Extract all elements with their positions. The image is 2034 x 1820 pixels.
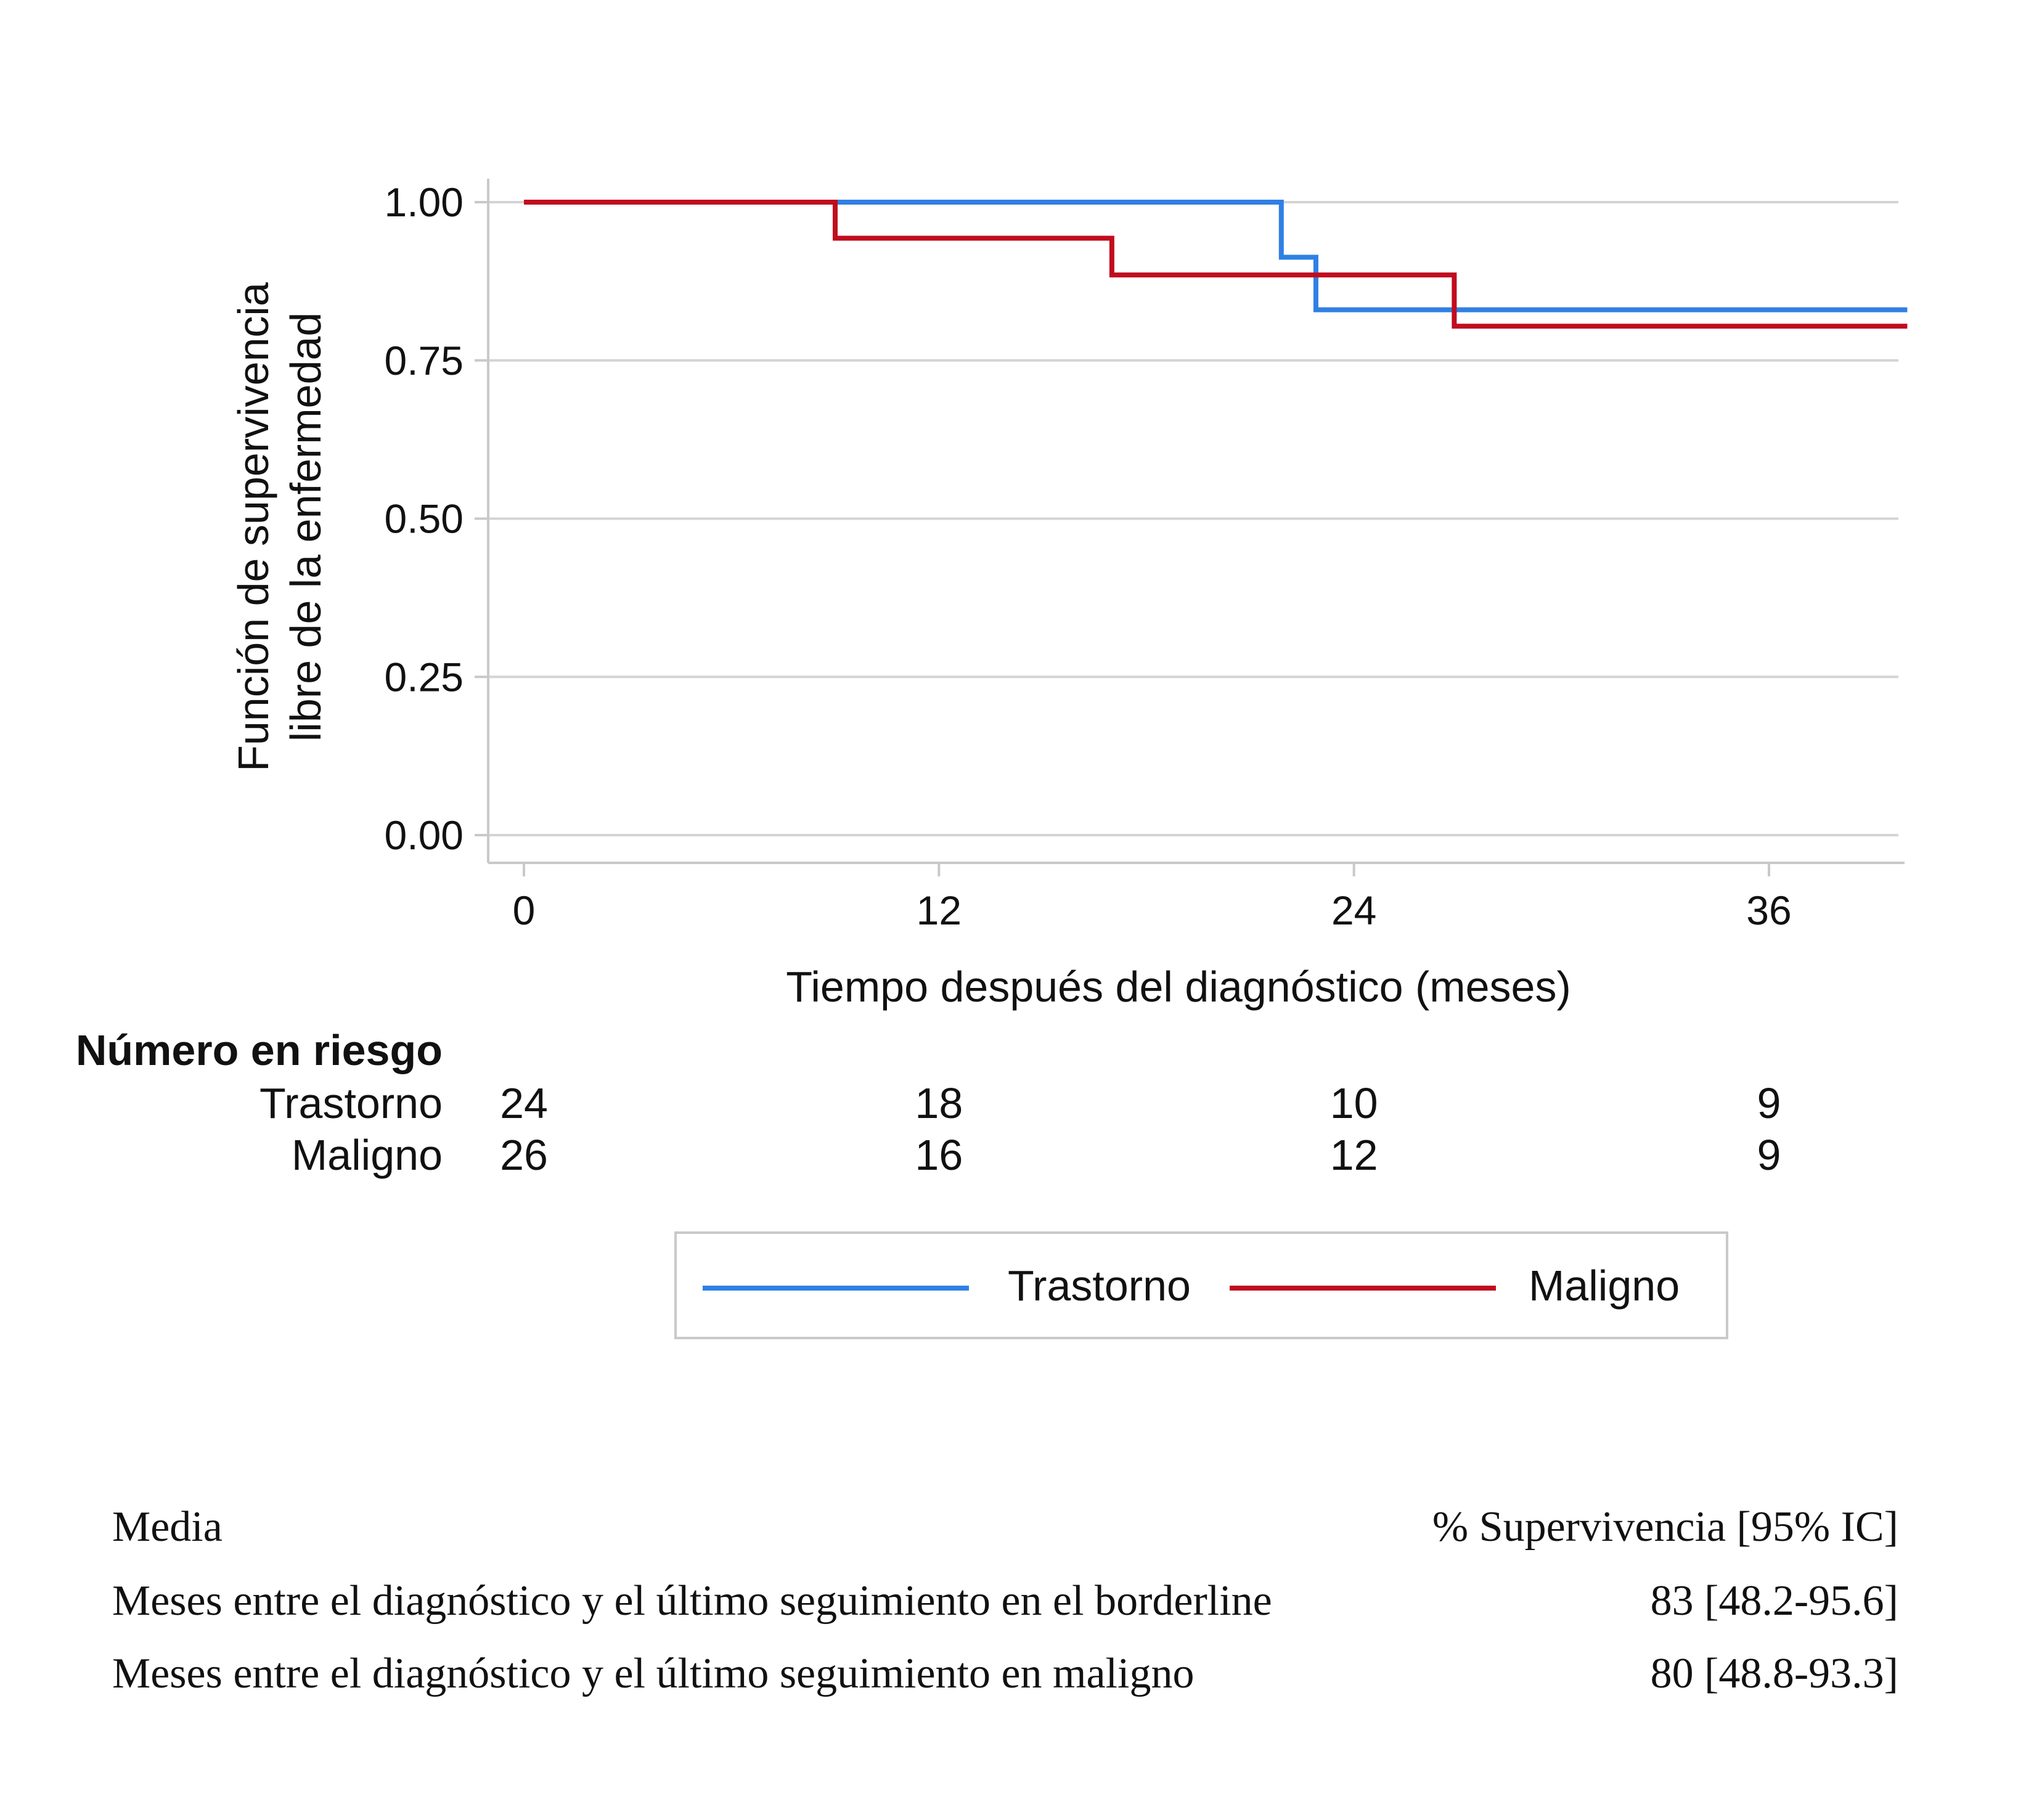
risk-table: Número en riesgo Trastorno Maligno 24 18 1… <box>76 1026 1781 1179</box>
summary-table: Media % Supervivencia [95% IC] Meses ent… <box>112 1503 1898 1697</box>
x-tick-label: 24 <box>1331 888 1376 933</box>
legend-label-maligno: Maligno <box>1529 1262 1680 1310</box>
summary-header-left: Media <box>112 1503 223 1551</box>
y-tick-label: 0.25 <box>385 654 464 700</box>
risk-row-label-trastorno: Trastorno <box>259 1079 443 1127</box>
y-tick-label: 1.00 <box>385 179 464 225</box>
summary-row-1-value: 83 [48.2-95.6] <box>1651 1577 1898 1625</box>
series-line-trastorno <box>524 200 1908 312</box>
risk-value: 9 <box>1757 1131 1781 1179</box>
legend: Trastorno Maligno <box>674 1231 1728 1339</box>
y-tick-label: 0.50 <box>385 496 464 542</box>
risk-value: 9 <box>1757 1079 1781 1127</box>
plot-area: 0.00 0.25 0.50 0.75 1.00 0 12 24 36 <box>385 179 1908 933</box>
risk-value: 26 <box>500 1131 548 1179</box>
risk-values: 24 18 10 9 26 16 12 9 <box>500 1079 1781 1179</box>
risk-value: 18 <box>915 1079 963 1127</box>
y-ticks: 0.00 0.25 0.50 0.75 1.00 <box>385 179 488 858</box>
series-line-maligno <box>524 200 1908 329</box>
summary-row-2-label: Meses entre el diagnóstico y el último s… <box>112 1650 1194 1697</box>
risk-value: 24 <box>500 1079 548 1127</box>
y-tick-label: 0.75 <box>385 338 464 383</box>
risk-row-label-maligno: Maligno <box>292 1131 443 1179</box>
risk-table-title: Número en riesgo <box>76 1026 443 1074</box>
summary-header-right: % Supervivencia [95% IC] <box>1432 1503 1898 1551</box>
y-tick-label: 0.00 <box>385 812 464 858</box>
legend-box <box>674 1231 1728 1339</box>
x-ticks: 0 12 24 36 <box>513 863 1792 933</box>
x-tick-label: 12 <box>917 888 962 933</box>
x-tick-label: 36 <box>1746 888 1791 933</box>
summary-row-1-label: Meses entre el diagnóstico y el último s… <box>112 1577 1272 1625</box>
y-axis-title-line-2: libre de la enfermedad <box>282 312 330 742</box>
risk-value: 10 <box>1330 1079 1378 1127</box>
series-lines <box>524 200 1908 329</box>
legend-label-trastorno: Trastorno <box>1008 1262 1191 1310</box>
x-tick-label: 0 <box>513 888 536 933</box>
risk-value: 12 <box>1330 1131 1378 1179</box>
x-axis-title: Tiempo después del diagnóstico (meses) <box>786 963 1571 1011</box>
y-axis-title-line-1: Función de supervivencia <box>229 282 277 772</box>
risk-value: 16 <box>915 1131 963 1179</box>
grid-lines <box>488 201 1898 836</box>
summary-row-2-value: 80 [48.8-93.3] <box>1651 1650 1898 1697</box>
